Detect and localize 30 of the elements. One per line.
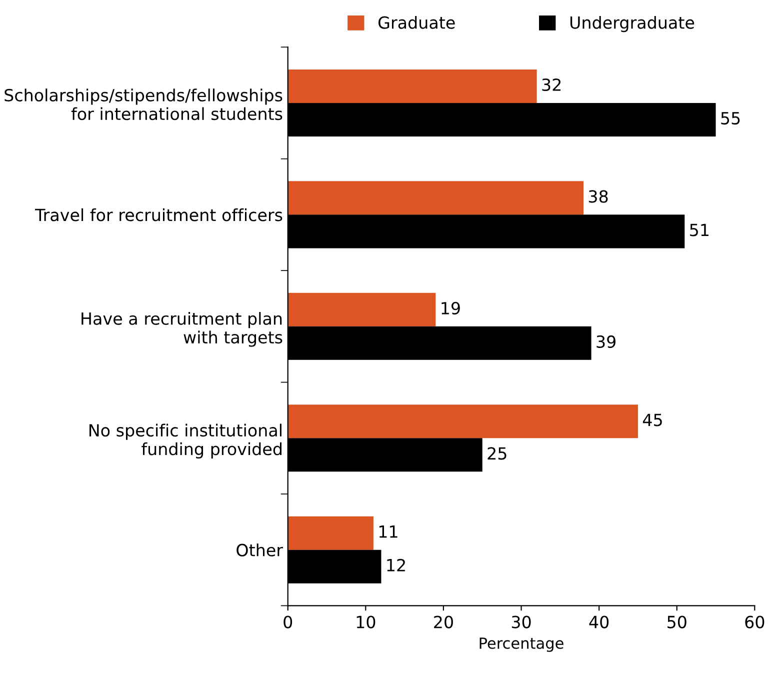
data-label: 11	[379, 526, 398, 538]
x-tick-label: 40	[589, 616, 609, 628]
bar	[288, 292, 436, 326]
bar	[288, 181, 584, 215]
legend-label: Graduate	[378, 16, 455, 29]
data-label: 25	[488, 447, 506, 460]
x-tick-label: 10	[356, 616, 376, 628]
bar	[288, 69, 537, 103]
data-label: 38	[588, 190, 608, 203]
y-tick-label: No specific institutional funding provided	[89, 424, 282, 459]
legend-label: Undergraduate	[570, 16, 694, 32]
y-tick-label: Have a recruitment plan with targets	[82, 312, 282, 347]
x-axis-title: Percentage	[480, 638, 564, 652]
x-tick-label: 30	[512, 616, 531, 628]
data-label: 19	[442, 302, 460, 314]
y-tick-label: Travel for recruitment officers	[35, 208, 282, 222]
data-label: 45	[642, 414, 662, 426]
x-tick-label: 20	[434, 616, 453, 628]
x-tick-label: 50	[668, 616, 686, 628]
data-label: 55	[721, 112, 740, 125]
bar	[288, 404, 638, 438]
bar	[288, 516, 374, 550]
y-tick-label: Other	[236, 544, 283, 556]
x-tick-label: 0	[284, 616, 292, 628]
data-label: 51	[690, 224, 708, 236]
data-label: 32	[542, 78, 561, 92]
data-label: 39	[596, 335, 616, 348]
data-label: 12	[387, 558, 405, 572]
x-tick-label: 60	[745, 616, 764, 628]
y-tick-label: Scholarships/stipends/fellowships for international students	[4, 88, 282, 120]
